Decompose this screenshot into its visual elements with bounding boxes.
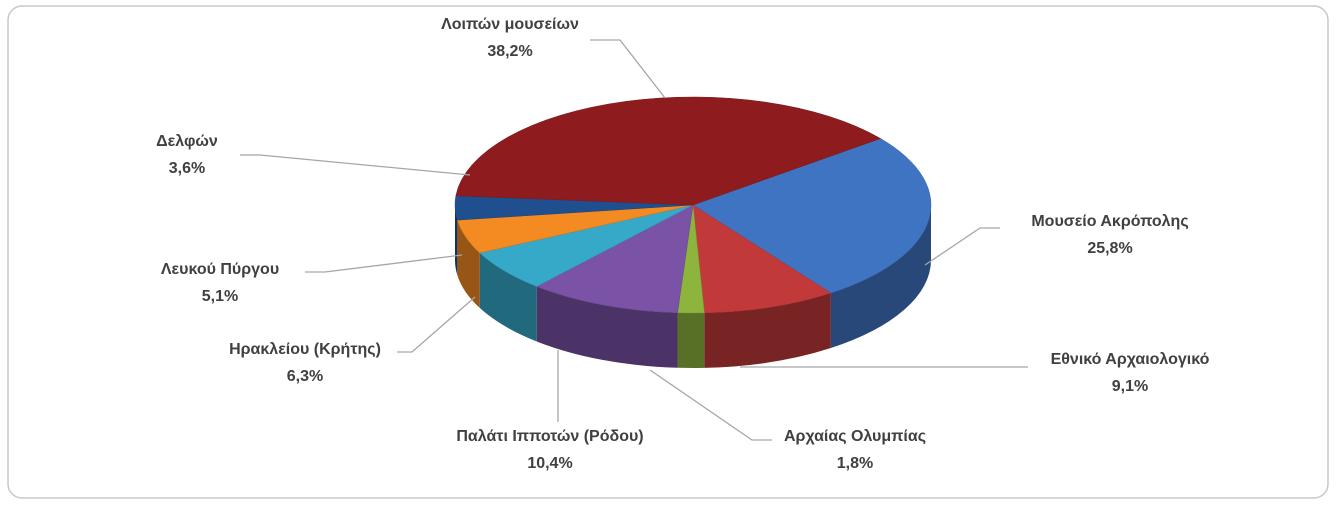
slice-value-label: 6,3% [287, 368, 323, 385]
pie-slice-side [536, 286, 678, 368]
slice-value-label: 3,6% [169, 160, 205, 177]
slice-label: Μουσείο Ακρόπολης [1031, 213, 1188, 230]
pie-slice-side [457, 220, 480, 308]
slice-value-label: 25,8% [1087, 240, 1132, 257]
slice-label: Εθνικό Αρχαιολογικό [1051, 351, 1210, 368]
pie-slice-side [677, 312, 705, 368]
slice-label: Δελφών [156, 133, 218, 150]
pie-slice [692, 204, 832, 314]
slice-value-label: 5,1% [202, 288, 238, 305]
leader-line [590, 39, 666, 99]
slice-label: Λευκού Πύργου [161, 261, 279, 278]
pie-slice [536, 204, 694, 314]
slice-value-label: 10,4% [527, 455, 572, 472]
slice-label: Παλάτι Ιπποτών (Ρόδου) [456, 428, 643, 445]
pie-slice [692, 138, 932, 294]
leader-line [305, 254, 463, 273]
slice-label: Ηρακλείου (Κρήτης) [229, 341, 381, 358]
pie-slice-side [830, 205, 931, 349]
leader-line [649, 369, 772, 441]
slice-value-label: 38,2% [487, 43, 532, 60]
slice-value-label: 9,1% [1112, 378, 1148, 395]
leader-line [397, 296, 476, 353]
pie-slice-side [704, 293, 831, 368]
pie-slice [455, 96, 882, 206]
slice-value-label: 1,8% [837, 455, 873, 472]
slice-label: Λοιπών μουσείων [441, 16, 579, 33]
leader-line [240, 154, 471, 176]
slice-label: Αρχαίας Ολυμπίας [784, 428, 926, 445]
pie-slice-side [479, 252, 537, 342]
pie-slice-side [455, 205, 458, 276]
leader-line [924, 227, 1000, 266]
